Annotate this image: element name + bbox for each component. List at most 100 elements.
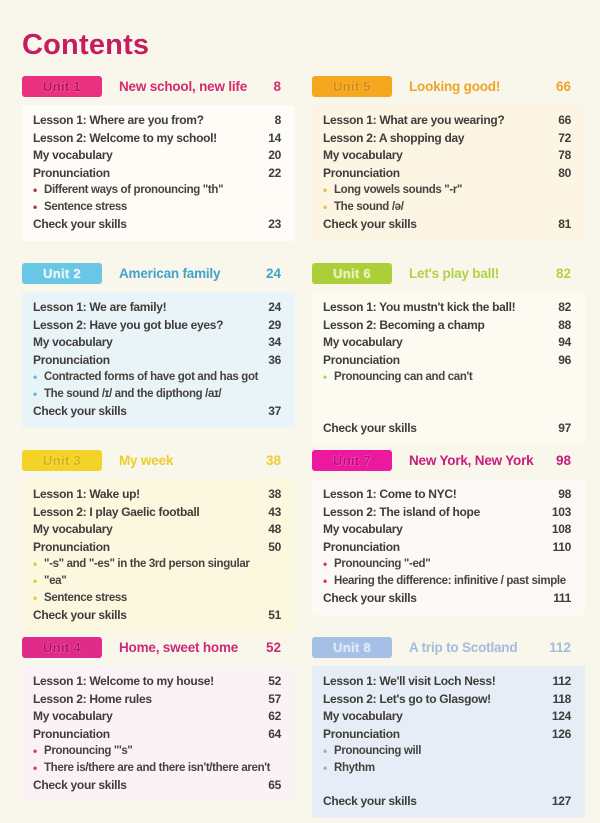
toc-bullet-row: • The sound /ɪ/ and the dipthong /aɪ/ (33, 386, 281, 403)
toc-bullet-row: • Sentence stress (33, 590, 281, 607)
toc-item-label: Pronunciation (33, 539, 110, 554)
toc-bullet-row: • Pronouncing "'s" (33, 743, 281, 760)
toc-item-label: Lesson 2: The island of hope (323, 504, 480, 519)
toc-bullet-row: • Rhythm (323, 760, 571, 777)
unit-badge: Unit 3 (22, 449, 102, 471)
toc-item-row: My vocabulary 62 (33, 708, 281, 726)
toc-item-page: 80 (558, 165, 571, 180)
toc-item-page: 14 (268, 130, 281, 145)
unit-badge: Unit 1 (22, 75, 102, 97)
toc-item-row: Lesson 1: You mustn't kick the ball! 82 (323, 299, 571, 317)
toc-item-row: Pronunciation 126 (323, 726, 571, 744)
unit-badge: Unit 4 (22, 636, 102, 658)
unit-section-4: Unit 4 Home, sweet home 52 Lesson 1: Welcom… (22, 636, 295, 823)
toc-item-row: Pronunciation 22 (33, 165, 281, 183)
toc-item-page: 20 (268, 148, 281, 162)
unit-section-7: Unit 7 New York, New York 98 Lesson 1: Come… (312, 449, 585, 636)
toc-bullet-label: Pronouncing "'s" (44, 745, 133, 757)
toc-bullet-row: • The sound /ə/ (323, 199, 571, 216)
toc-item-row: Check your skills 51 (33, 607, 281, 625)
unit-header: Unit 2 American family 24 (22, 262, 295, 284)
toc-item-label: My vocabulary (323, 522, 403, 536)
toc-item-row: Check your skills 127 (323, 793, 571, 811)
toc-item-label: Lesson 1: Come to NYC! (323, 487, 457, 501)
toc-bullet-label: "-s" and "-es" in the 3rd person singula… (44, 558, 250, 570)
toc-item-label: Check your skills (323, 421, 417, 435)
toc-item-page: 66 (558, 113, 571, 127)
toc-item-page: 103 (551, 504, 571, 519)
bullet-icon: • (33, 183, 37, 197)
toc-bullet-row: • Pronouncing "-ed" (323, 556, 571, 573)
toc-item-label: Pronunciation (323, 165, 400, 180)
toc-item-label: Pronunciation (33, 165, 110, 180)
toc-item-row: Lesson 2: Becoming a champ 88 (323, 317, 571, 335)
toc-item-row: Check your skills 23 (33, 216, 281, 234)
toc-spacer (323, 777, 571, 793)
toc-item-page: 96 (558, 352, 571, 367)
toc-bullet-row: • Different ways of pronouncing "th" (33, 182, 281, 199)
toc-item-label: Check your skills (323, 591, 417, 605)
toc-item-page: 57 (268, 691, 281, 706)
toc-item-page: 62 (268, 709, 281, 723)
toc-bullet-label: Long vowels sounds "-r" (334, 184, 463, 196)
toc-item-label: Lesson 1: You mustn't kick the ball! (323, 300, 516, 314)
unit-header: Unit 3 My week 38 (22, 449, 295, 471)
unit-title: Let's play ball! (409, 265, 500, 281)
bullet-icon: • (323, 744, 327, 758)
toc-item-row: Lesson 2: Home rules 57 (33, 691, 281, 709)
toc-item-label: Lesson 2: Becoming a champ (323, 317, 485, 332)
toc-bullet-label: There is/there are and there isn't/there… (44, 762, 271, 774)
toc-item-page: 110 (552, 539, 572, 554)
toc-item-row: Lesson 1: Wake up! 38 (33, 486, 281, 504)
toc-item-page: 50 (268, 539, 281, 554)
toc-bullet-row: • Pronouncing will (323, 743, 571, 760)
toc-item-page: 112 (552, 674, 572, 688)
unit-body: Lesson 1: Where are you from? 8 Lesson 2: … (22, 105, 295, 241)
unit-title: New school, new life (119, 78, 248, 94)
book-top-edge (0, 0, 600, 6)
toc-item-page: 51 (268, 608, 281, 622)
toc-item-page: 127 (551, 794, 571, 808)
toc-item-row: Lesson 1: We'll visit Loch Ness! 112 (323, 673, 571, 691)
toc-item-label: Lesson 1: We are family! (33, 300, 167, 314)
unit-page-number: 52 (265, 639, 281, 655)
toc-bullet-label: Pronouncing can and can't (334, 371, 473, 383)
toc-item-label: My vocabulary (33, 709, 113, 723)
toc-item-row: Check your skills 81 (323, 216, 571, 234)
toc-item-row: Lesson 2: I play Gaelic football 43 (33, 504, 281, 522)
toc-bullet-row: • Pronouncing can and can't (323, 369, 571, 386)
bullet-icon: • (33, 387, 37, 401)
toc-item-row: Lesson 2: The island of hope 103 (323, 504, 571, 522)
toc-item-page: 108 (551, 522, 571, 536)
toc-bullet-row: • "ea" (33, 573, 281, 590)
toc-bullet-row: • "-s" and "-es" in the 3rd person singul… (33, 556, 281, 573)
toc-item-page: 78 (558, 148, 571, 162)
toc-item-label: Pronunciation (323, 539, 400, 554)
unit-section-5: Unit 5 Looking good! 66 Lesson 1: What are … (312, 75, 585, 262)
unit-title: Looking good! (409, 78, 501, 94)
toc-item-row: My vocabulary 48 (33, 521, 281, 539)
toc-item-row: Check your skills 97 (323, 420, 571, 438)
toc-item-page: 65 (268, 778, 281, 792)
unit-title: A trip to Scotland (409, 639, 518, 655)
unit-header: Unit 1 New school, new life 8 (22, 75, 295, 97)
toc-bullet-row: • There is/there are and there isn't/ther… (33, 760, 281, 777)
toc-item-row: Check your skills 37 (33, 403, 281, 421)
toc-bullet-label: Pronouncing will (334, 745, 422, 757)
toc-item-page: 72 (558, 130, 571, 145)
unit-page-number: 98 (555, 452, 571, 468)
toc-item-row: Lesson 2: Welcome to my school! 14 (33, 130, 281, 148)
toc-item-row: Pronunciation 80 (323, 165, 571, 183)
toc-item-label: Check your skills (33, 778, 127, 792)
toc-bullet-label: "ea" (44, 575, 67, 587)
toc-item-row: Lesson 1: We are family! 24 (33, 299, 281, 317)
toc-item-label: Lesson 2: A shopping day (323, 130, 465, 145)
toc-item-label: Check your skills (33, 608, 127, 622)
toc-item-label: Lesson 1: What are you wearing? (323, 113, 505, 127)
toc-item-label: Pronunciation (323, 726, 400, 741)
toc-item-label: Pronunciation (33, 726, 110, 741)
bullet-icon: • (33, 370, 37, 384)
toc-item-label: Lesson 2: Home rules (33, 691, 152, 706)
bullet-icon: • (323, 370, 327, 384)
unit-body: Lesson 1: Welcome to my house! 52 Lesson 2… (22, 666, 295, 802)
